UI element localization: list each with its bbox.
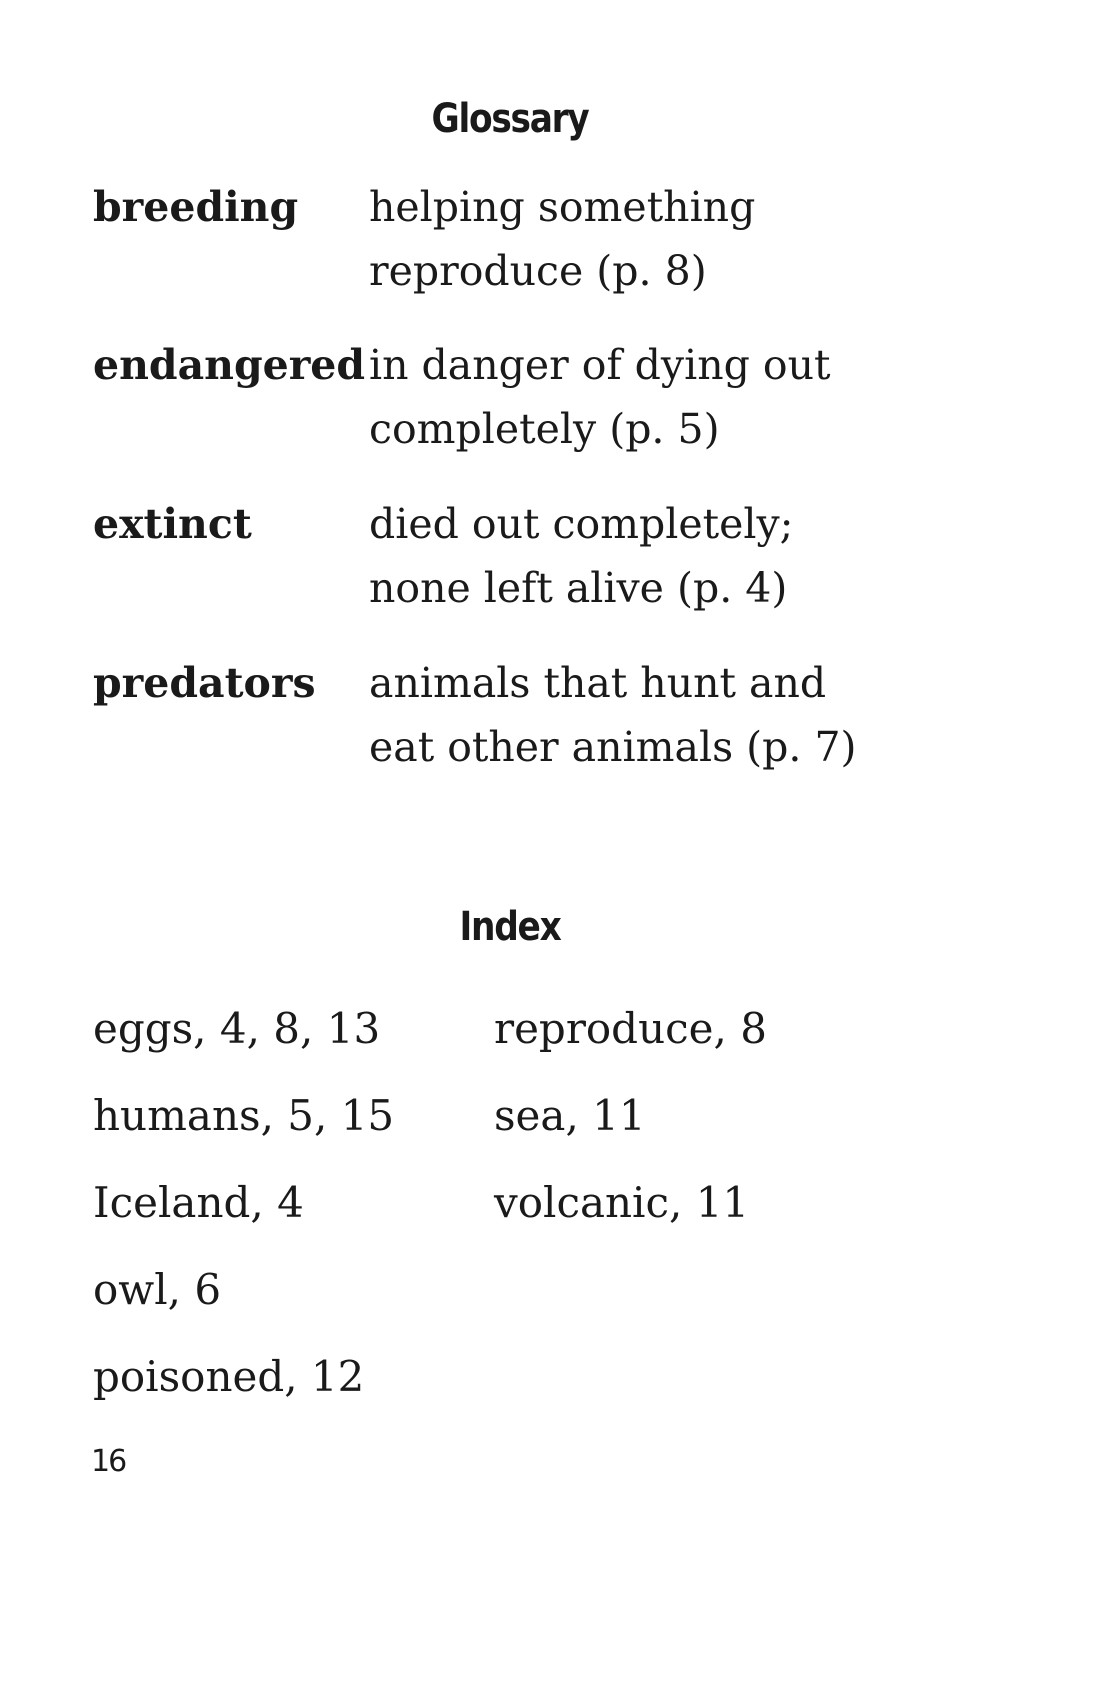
definition-line: died out completely; xyxy=(369,500,794,548)
definition-line: eat other animals (p. 7) xyxy=(369,723,857,771)
definition-line: reproduce (p. 8) xyxy=(369,247,707,295)
index-entry: eggs, 4, 8, 13 xyxy=(93,1004,381,1053)
glossary-definition: in danger of dying out completely (p. 5) xyxy=(369,333,1069,461)
index-left-column: eggs, 4, 8, 13 humans, 5, 15 Iceland, 4 … xyxy=(93,985,394,1420)
index-entry: volcanic, 11 xyxy=(494,1178,750,1227)
definition-line: helping something xyxy=(369,183,756,231)
glossary-heading: Glossary xyxy=(431,96,590,142)
definition-line: animals that hunt and xyxy=(369,659,827,707)
index-entry: owl, 6 xyxy=(93,1265,222,1314)
glossary-term: extinct xyxy=(93,500,252,548)
index-right-column: reproduce, 8 sea, 11 volcanic, 11 xyxy=(494,985,767,1246)
index-heading: Index xyxy=(459,904,562,950)
glossary-definition: animals that hunt and eat other animals … xyxy=(369,651,1069,779)
index-entry: Iceland, 4 xyxy=(93,1178,304,1227)
index-entry: reproduce, 8 xyxy=(494,1004,767,1053)
glossary-definition: helping something reproduce (p. 8) xyxy=(369,175,1069,303)
definition-line: completely (p. 5) xyxy=(369,405,720,453)
index-entry: humans, 5, 15 xyxy=(93,1091,395,1140)
definition-line: none left alive (p. 4) xyxy=(369,564,788,612)
glossary-definition: died out completely; none left alive (p.… xyxy=(369,492,1069,620)
glossary-term: endangered xyxy=(93,341,366,389)
definition-line: in danger of dying out xyxy=(369,341,831,389)
page-number: 16 xyxy=(91,1444,127,1479)
index-entry: poisoned, 12 xyxy=(93,1352,365,1401)
glossary-term: predators xyxy=(93,659,316,707)
glossary-term: breeding xyxy=(93,183,299,231)
index-entry: sea, 11 xyxy=(494,1091,646,1140)
